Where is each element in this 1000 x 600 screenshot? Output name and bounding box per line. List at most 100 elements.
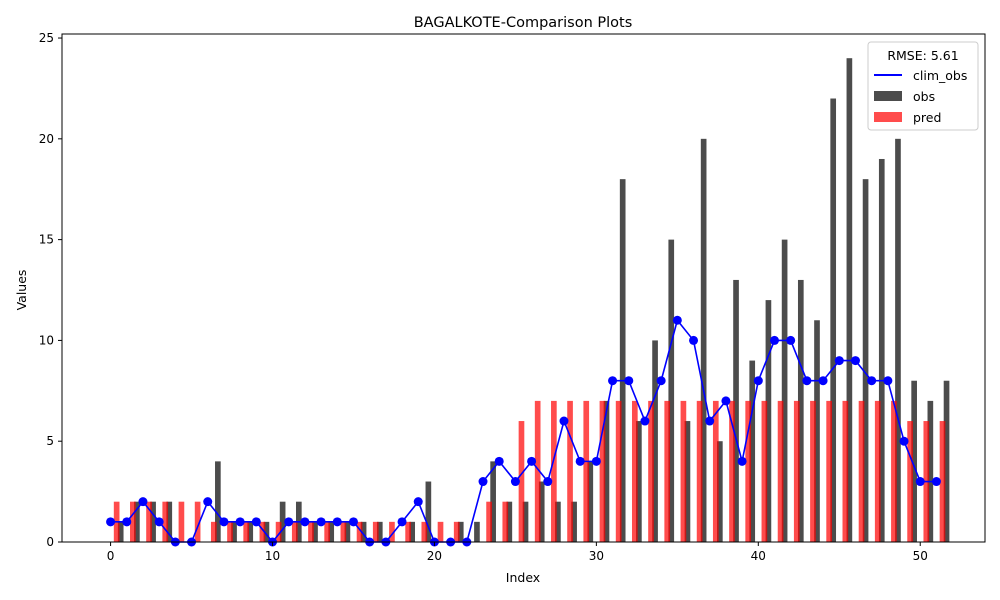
pred-bar [648, 400, 654, 542]
clim-obs-point [915, 477, 925, 487]
obs-bar [571, 501, 577, 542]
pred-bar [437, 521, 444, 542]
obs-bar [619, 179, 626, 542]
obs-bar [538, 481, 545, 542]
obs-bar [312, 521, 318, 542]
clim-obs-point [786, 335, 796, 345]
pred-bar [745, 400, 752, 542]
obs-bar [522, 501, 529, 542]
pred-bar [615, 400, 622, 542]
clim-obs-point [624, 376, 634, 386]
pred-bar [842, 400, 849, 542]
y-tick-label: 20 [39, 132, 54, 146]
pred-bar [891, 400, 897, 542]
clim-obs-point [300, 517, 310, 527]
obs-bar [134, 501, 140, 542]
pred-bar [826, 400, 832, 542]
clim-obs-point [883, 376, 893, 386]
clim-obs-point [591, 456, 601, 466]
y-tick-label: 15 [39, 233, 54, 247]
obs-bar [765, 300, 772, 542]
obs-bar [862, 179, 869, 542]
pred-bar [275, 521, 282, 542]
pred-bar [421, 521, 428, 542]
clim-obs-point [316, 517, 326, 527]
x-axis-label: Index [506, 570, 540, 585]
pred-bar [389, 521, 395, 542]
clim-obs-point [527, 456, 537, 466]
obs-bar [425, 481, 432, 542]
x-tick-label: 50 [913, 549, 928, 563]
clim-obs-point [931, 477, 941, 487]
pred-bar [356, 521, 363, 542]
obs-bar [814, 320, 820, 542]
legend-label-obs: obs [913, 89, 935, 104]
legend-swatch-obs [874, 91, 902, 101]
clim-obs-point [543, 477, 553, 487]
pred-bar [372, 521, 379, 542]
pred-bar [518, 421, 525, 542]
clim-obs-point [203, 497, 213, 507]
clim-obs-point [656, 376, 666, 386]
legend-label-clim-obs: clim_obs [913, 68, 967, 83]
clim-obs-point [332, 517, 342, 527]
clim-obs-point [721, 396, 731, 406]
plot-frame [61, 33, 986, 543]
clim-obs-point [672, 315, 682, 325]
obs-bar [717, 441, 723, 542]
clim-obs-point [867, 376, 877, 386]
clim-obs-line [110, 318, 937, 544]
x-tick-label: 40 [751, 549, 766, 563]
clim-obs-point [138, 497, 148, 507]
obs-bar [376, 521, 383, 542]
obs-bar [943, 380, 950, 542]
obs-bar [911, 380, 917, 542]
pred-bar [761, 400, 768, 542]
pred-bar [907, 421, 913, 542]
obs-bar [895, 138, 901, 543]
pred-bar [534, 400, 541, 542]
pred-bar [146, 501, 152, 542]
chart-title: BAGALKOTE-Comparison Plots [414, 15, 633, 31]
x-tick-label: 20 [427, 549, 442, 563]
plot-area: 0 10 20 30 40 50 0 5 10 15 20 25 [39, 31, 986, 563]
obs-bar [166, 501, 173, 542]
obs-bar [797, 279, 804, 542]
obs-bar [846, 58, 853, 542]
clim-obs-point [753, 376, 763, 386]
clim-obs-point [284, 517, 294, 527]
obs-bar [117, 521, 124, 542]
pred-bar [631, 400, 638, 542]
clim-obs-point [608, 376, 618, 386]
legend-frame [867, 41, 979, 131]
clim-obs-point [640, 416, 650, 426]
pred-bar [210, 521, 217, 542]
obs-bar [409, 521, 416, 542]
pred-bar [324, 521, 330, 542]
obs-bar [781, 239, 788, 542]
clim-obs-point [818, 376, 828, 386]
obs-bar [878, 158, 885, 542]
clim-obs-point [575, 456, 585, 466]
clim-obs-point [106, 517, 116, 527]
x-tick-label: 30 [589, 549, 604, 563]
clim-obs-point [219, 517, 229, 527]
obs-bar [700, 138, 707, 543]
clim-obs-point [705, 416, 715, 426]
y-tick-label: 10 [39, 333, 54, 347]
clim-obs-point [510, 477, 520, 487]
obs-bar [328, 521, 335, 542]
clim-obs-point [802, 376, 812, 386]
y-tick-label: 25 [39, 31, 54, 45]
obs-bar [749, 360, 756, 542]
pred-bar [939, 421, 946, 542]
clim-obs-point [689, 335, 699, 345]
pred-bar [502, 501, 509, 542]
clim-obs-point [154, 517, 164, 527]
obs-bar [263, 521, 270, 542]
obs-bar [457, 521, 464, 542]
obs-bar [231, 521, 237, 542]
pred-bar [664, 400, 671, 542]
legend: RMSE: 5.61 clim_obs obs pred [867, 41, 979, 131]
